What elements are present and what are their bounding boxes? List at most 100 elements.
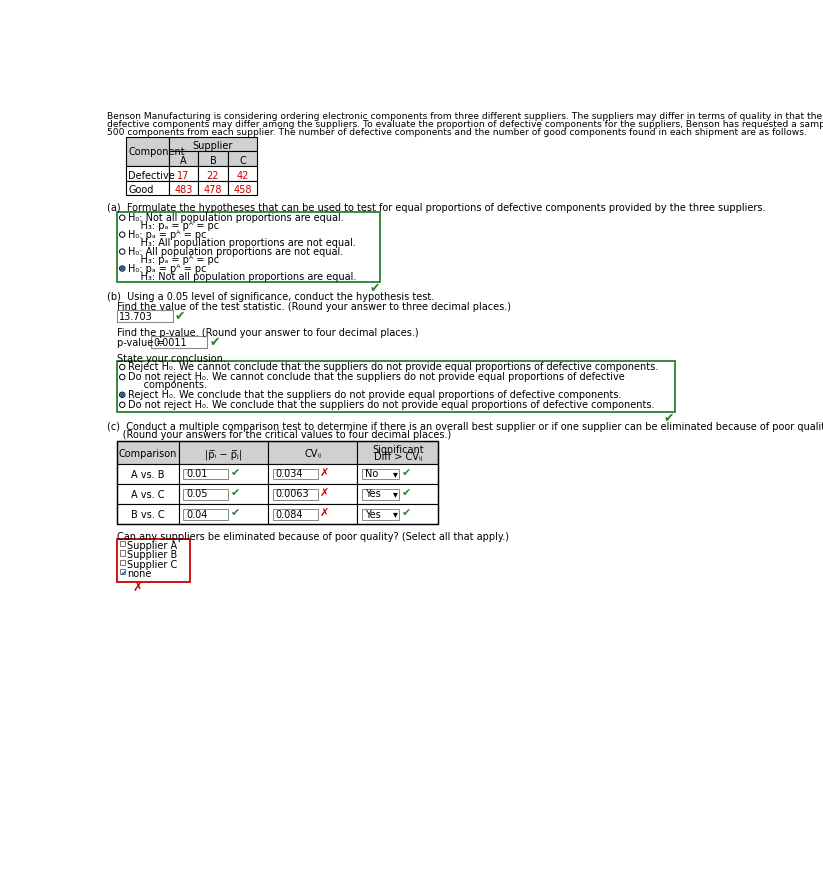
Text: defective components may differ among the suppliers. To evaluate the proportion : defective components may differ among th…	[107, 120, 823, 129]
Text: ✔: ✔	[402, 468, 411, 478]
Bar	[117, 361, 675, 412]
Bar	[357, 441, 439, 464]
Bar	[268, 484, 357, 504]
Text: Find the value of the test statistic. (Round your answer to three decimal places: Find the value of the test statistic. (R…	[117, 302, 511, 312]
Text: Yes: Yes	[365, 490, 380, 499]
Bar	[272, 489, 318, 499]
Text: B vs. C: B vs. C	[131, 510, 165, 521]
Text: ▾: ▾	[393, 469, 398, 479]
Bar	[120, 541, 125, 546]
Text: Diff > CVᵢⱼ: Diff > CVᵢⱼ	[374, 452, 422, 462]
Text: ✔: ✔	[370, 282, 380, 295]
Bar	[169, 137, 257, 151]
Text: |p̅ᵢ − p̅ⱼ|: |p̅ᵢ − p̅ⱼ|	[205, 449, 242, 460]
Text: 0.0063: 0.0063	[276, 490, 309, 499]
Bar	[117, 484, 179, 504]
Bar	[117, 441, 439, 524]
Bar	[362, 469, 399, 480]
Text: Supplier C: Supplier C	[127, 560, 177, 570]
Bar	[357, 484, 439, 504]
Bar	[362, 509, 399, 520]
Text: ✔: ✔	[230, 468, 240, 478]
Text: 0.0011: 0.0011	[153, 338, 187, 348]
Text: Significant: Significant	[372, 445, 424, 455]
Text: (Round your answers for the critical values to four decimal places.): (Round your answers for the critical val…	[107, 430, 451, 441]
Text: H₃: Not all population proportions are equal.: H₃: Not all population proportions are e…	[128, 271, 357, 281]
Bar	[126, 166, 169, 181]
Bar	[117, 441, 179, 464]
Text: ✔: ✔	[230, 508, 240, 518]
Text: Defective: Defective	[128, 171, 175, 181]
Text: ✔: ✔	[120, 570, 127, 578]
Text: 17: 17	[177, 171, 189, 181]
Bar	[120, 560, 125, 565]
Text: Benson Manufacturing is considering ordering electronic components from three di: Benson Manufacturing is considering orde…	[107, 112, 823, 121]
Text: Reject H₀. We cannot conclude that the suppliers do not provide equal proportion: Reject H₀. We cannot conclude that the s…	[128, 362, 658, 372]
Bar	[169, 151, 198, 166]
Text: 478: 478	[203, 185, 222, 195]
Circle shape	[121, 393, 123, 396]
Text: ✗: ✗	[320, 508, 329, 518]
Text: H₀: pₐ = pᴬ = pᴄ: H₀: pₐ = pᴬ = pᴄ	[128, 230, 207, 240]
Text: ✔: ✔	[402, 488, 411, 498]
Bar	[228, 151, 257, 166]
Text: Do not reject H₀. We conclude that the suppliers do not provide equal proportion: Do not reject H₀. We conclude that the s…	[128, 400, 655, 410]
Text: Good: Good	[128, 185, 154, 195]
Text: components.: components.	[128, 380, 207, 390]
Text: 13.703: 13.703	[119, 312, 153, 321]
Bar	[179, 484, 268, 504]
Text: (a)  Formulate the hypotheses that can be used to test for equal proportions of : (a) Formulate the hypotheses that can be…	[107, 203, 765, 213]
Text: Supplier B: Supplier B	[127, 550, 177, 561]
Text: ✗: ✗	[133, 581, 143, 595]
Bar	[169, 181, 198, 195]
Text: 0.05: 0.05	[187, 490, 208, 499]
Bar	[357, 504, 439, 524]
Bar	[120, 569, 125, 574]
Bar	[120, 550, 125, 555]
Text: 22: 22	[207, 171, 219, 181]
Bar	[117, 310, 173, 321]
Bar	[198, 181, 228, 195]
Bar	[268, 464, 357, 484]
Text: CVᵢⱼ: CVᵢⱼ	[304, 449, 321, 459]
Text: ✔: ✔	[664, 412, 675, 425]
Text: H₃: All population proportions are not equal.: H₃: All population proportions are not e…	[128, 238, 356, 247]
Text: H₃: pₐ = pᴬ = pᴄ: H₃: pₐ = pᴬ = pᴄ	[128, 255, 220, 264]
Bar	[198, 166, 228, 181]
Bar	[117, 538, 190, 582]
Text: (b)  Using a 0.05 level of significance, conduct the hypothesis test.: (b) Using a 0.05 level of significance, …	[107, 292, 434, 302]
Bar	[117, 464, 179, 484]
Text: 0.01: 0.01	[187, 469, 208, 480]
Text: p-value =: p-value =	[117, 338, 167, 348]
Text: Do not reject H₀. We cannot conclude that the suppliers do not provide equal pro: Do not reject H₀. We cannot conclude tha…	[128, 372, 625, 383]
Text: Reject H₀. We conclude that the suppliers do not provide equal proportions of de: Reject H₀. We conclude that the supplier…	[128, 390, 622, 400]
Text: H₀: Not all population proportions are equal.: H₀: Not all population proportions are e…	[128, 213, 344, 223]
Text: 500 components from each supplier. The number of defective components and the nu: 500 components from each supplier. The n…	[107, 127, 807, 136]
Bar	[228, 181, 257, 195]
Bar	[117, 504, 179, 524]
Text: 42: 42	[236, 171, 249, 181]
Text: ▾: ▾	[393, 509, 398, 519]
Text: 0.04: 0.04	[187, 509, 208, 520]
Text: Component: Component	[128, 147, 185, 157]
Bar	[179, 464, 268, 484]
Bar	[184, 509, 229, 520]
Text: H₀: All population proportions are not equal.: H₀: All population proportions are not e…	[128, 247, 344, 257]
Bar	[198, 151, 228, 166]
Bar	[179, 504, 268, 524]
Text: 483: 483	[174, 185, 193, 195]
Text: ▾: ▾	[393, 490, 398, 499]
Bar	[228, 166, 257, 181]
Bar	[184, 469, 229, 480]
Bar	[126, 181, 169, 195]
Text: (c)  Conduct a multiple comparison test to determine if there is an overall best: (c) Conduct a multiple comparison test t…	[107, 423, 823, 433]
Text: A vs. B: A vs. B	[131, 470, 165, 481]
Text: Yes: Yes	[365, 509, 380, 520]
Text: H₀: pₐ = pᴬ = pᴄ: H₀: pₐ = pᴬ = pᴄ	[128, 263, 207, 274]
Bar	[268, 441, 357, 464]
Text: 0.084: 0.084	[276, 509, 303, 520]
Text: ✔: ✔	[175, 310, 185, 323]
Bar	[357, 464, 439, 484]
Bar	[126, 137, 169, 166]
Text: ✔: ✔	[209, 336, 220, 349]
